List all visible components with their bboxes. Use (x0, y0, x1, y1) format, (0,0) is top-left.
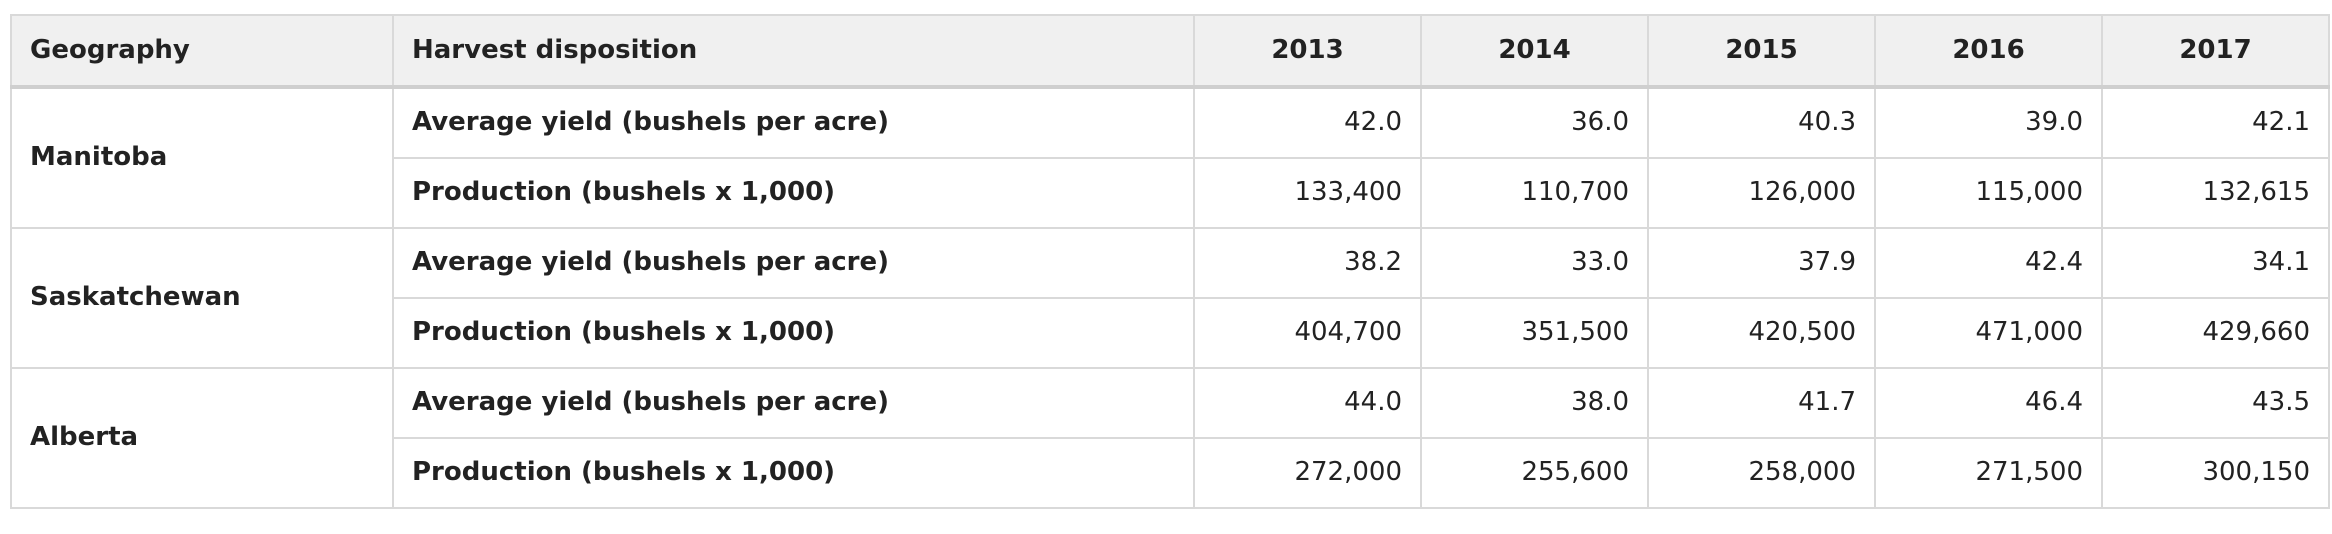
table-row: Alberta Average yield (bushels per acre)… (10, 367, 2330, 509)
table-row: Production (bushels x 1,000) 272,000 255… (11, 437, 2330, 509)
value-cell: 42.0 (1193, 86, 1422, 159)
value-cell: 271,500 (1874, 437, 2103, 509)
harvest-table-container: Geography Harvest disposition 2013 2014 … (10, 14, 2330, 509)
value-cell: 351,500 (1420, 297, 1649, 369)
value-cell: 126,000 (1647, 157, 1876, 229)
value-cell: 33.0 (1420, 227, 1649, 299)
value-cell: 42.4 (1874, 227, 2103, 299)
value-cell: 34.1 (2101, 227, 2330, 299)
geography-cell: Alberta (10, 367, 394, 509)
value-cell: 38.2 (1193, 227, 1422, 299)
harvest-table: Geography Harvest disposition 2013 2014 … (10, 14, 2330, 509)
disposition-cell: Production (bushels x 1,000) (392, 297, 1195, 369)
value-cell: 404,700 (1193, 297, 1422, 369)
value-cell: 46.4 (1874, 367, 2103, 439)
table-row: Production (bushels x 1,000) 404,700 351… (11, 297, 2330, 369)
header-year-2013: 2013 (1193, 14, 1422, 89)
value-cell: 43.5 (2101, 367, 2330, 439)
geography-cell: Saskatchewan (10, 227, 394, 369)
geography-cell: Manitoba (10, 86, 394, 229)
table-row: Production (bushels x 1,000) 133,400 110… (11, 157, 2330, 229)
value-cell: 420,500 (1647, 297, 1876, 369)
value-cell: 38.0 (1420, 367, 1649, 439)
value-cell: 40.3 (1647, 86, 1876, 159)
table-header: Geography Harvest disposition 2013 2014 … (10, 14, 2330, 89)
header-harvest-disposition: Harvest disposition (392, 14, 1195, 89)
table-row: Saskatchewan Average yield (bushels per … (10, 227, 2330, 369)
header-year-2015: 2015 (1647, 14, 1876, 89)
disposition-cell: Production (bushels x 1,000) (392, 437, 1195, 509)
header-row: Geography Harvest disposition 2013 2014 … (10, 14, 2330, 89)
value-cell: 258,000 (1647, 437, 1876, 509)
value-cell: 39.0 (1874, 86, 2103, 159)
header-geography: Geography (10, 14, 394, 89)
value-cell: 272,000 (1193, 437, 1422, 509)
disposition-cell: Production (bushels x 1,000) (392, 157, 1195, 229)
disposition-cell: Average yield (bushels per acre) (392, 367, 1195, 439)
value-cell: 115,000 (1874, 157, 2103, 229)
value-cell: 429,660 (2101, 297, 2330, 369)
value-cell: 37.9 (1647, 227, 1876, 299)
value-cell: 471,000 (1874, 297, 2103, 369)
header-year-2014: 2014 (1420, 14, 1649, 89)
value-cell: 44.0 (1193, 367, 1422, 439)
disposition-cell: Average yield (bushels per acre) (392, 227, 1195, 299)
value-cell: 133,400 (1193, 157, 1422, 229)
header-year-2016: 2016 (1874, 14, 2103, 89)
value-cell: 36.0 (1420, 86, 1649, 159)
value-cell: 42.1 (2101, 86, 2330, 159)
value-cell: 132,615 (2101, 157, 2330, 229)
table-body: Manitoba Average yield (bushels per acre… (10, 86, 2330, 509)
disposition-cell: Average yield (bushels per acre) (392, 86, 1195, 159)
value-cell: 41.7 (1647, 367, 1876, 439)
value-cell: 255,600 (1420, 437, 1649, 509)
header-year-2017: 2017 (2101, 14, 2330, 89)
value-cell: 110,700 (1420, 157, 1649, 229)
table-row: Manitoba Average yield (bushels per acre… (10, 86, 2330, 229)
value-cell: 300,150 (2101, 437, 2330, 509)
